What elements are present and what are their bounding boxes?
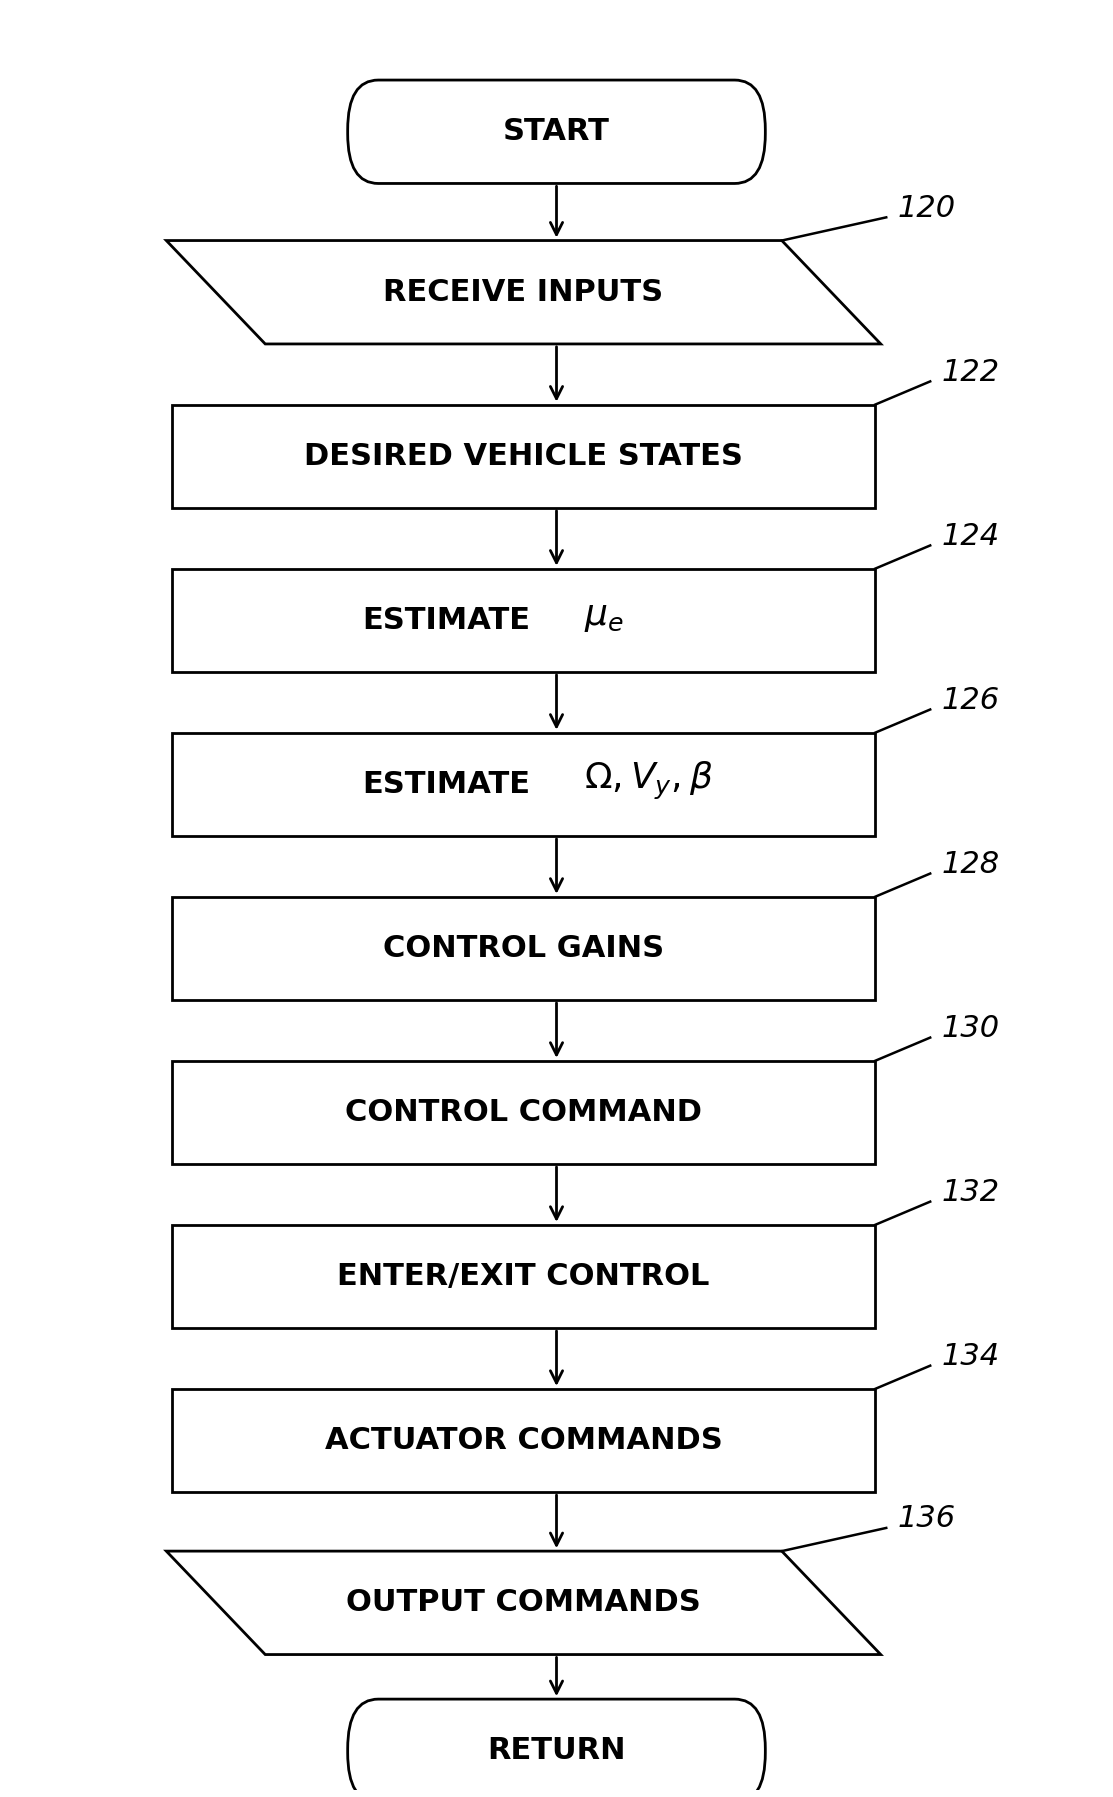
Bar: [171, 733, 875, 836]
Text: ACTUATOR COMMANDS: ACTUATOR COMMANDS: [325, 1427, 722, 1456]
Text: 122: 122: [942, 358, 999, 386]
Bar: [171, 1060, 875, 1164]
Text: 134: 134: [942, 1342, 999, 1371]
Polygon shape: [166, 241, 880, 343]
Text: ENTER/EXIT CONTROL: ENTER/EXIT CONTROL: [337, 1261, 710, 1290]
Bar: [171, 404, 875, 509]
FancyBboxPatch shape: [347, 1700, 766, 1797]
Polygon shape: [166, 1551, 880, 1655]
Text: RETURN: RETURN: [487, 1736, 626, 1765]
Text: DESIRED VEHICLE STATES: DESIRED VEHICLE STATES: [304, 442, 743, 471]
Text: 126: 126: [942, 686, 999, 715]
Text: 136: 136: [897, 1504, 955, 1533]
Text: 132: 132: [942, 1179, 999, 1208]
Text: 120: 120: [897, 194, 955, 223]
Text: RECEIVE INPUTS: RECEIVE INPUTS: [384, 279, 663, 307]
Text: ESTIMATE: ESTIMATE: [363, 769, 531, 800]
Text: 128: 128: [942, 850, 999, 879]
Text: 130: 130: [942, 1014, 999, 1042]
Text: CONTROL GAINS: CONTROL GAINS: [383, 934, 664, 963]
Bar: [171, 568, 875, 672]
Bar: [171, 1389, 875, 1492]
Text: ESTIMATE: ESTIMATE: [363, 606, 531, 634]
Text: START: START: [503, 117, 610, 146]
Text: $\Omega, V_y, \beta$: $\Omega, V_y, \beta$: [584, 760, 713, 801]
FancyBboxPatch shape: [347, 81, 766, 183]
Bar: [171, 1226, 875, 1328]
Bar: [171, 897, 875, 1001]
Text: CONTROL COMMAND: CONTROL COMMAND: [345, 1098, 702, 1127]
Text: 124: 124: [942, 521, 999, 552]
Text: $\mu_e$: $\mu_e$: [584, 600, 624, 634]
Text: OUTPUT COMMANDS: OUTPUT COMMANDS: [346, 1589, 701, 1617]
